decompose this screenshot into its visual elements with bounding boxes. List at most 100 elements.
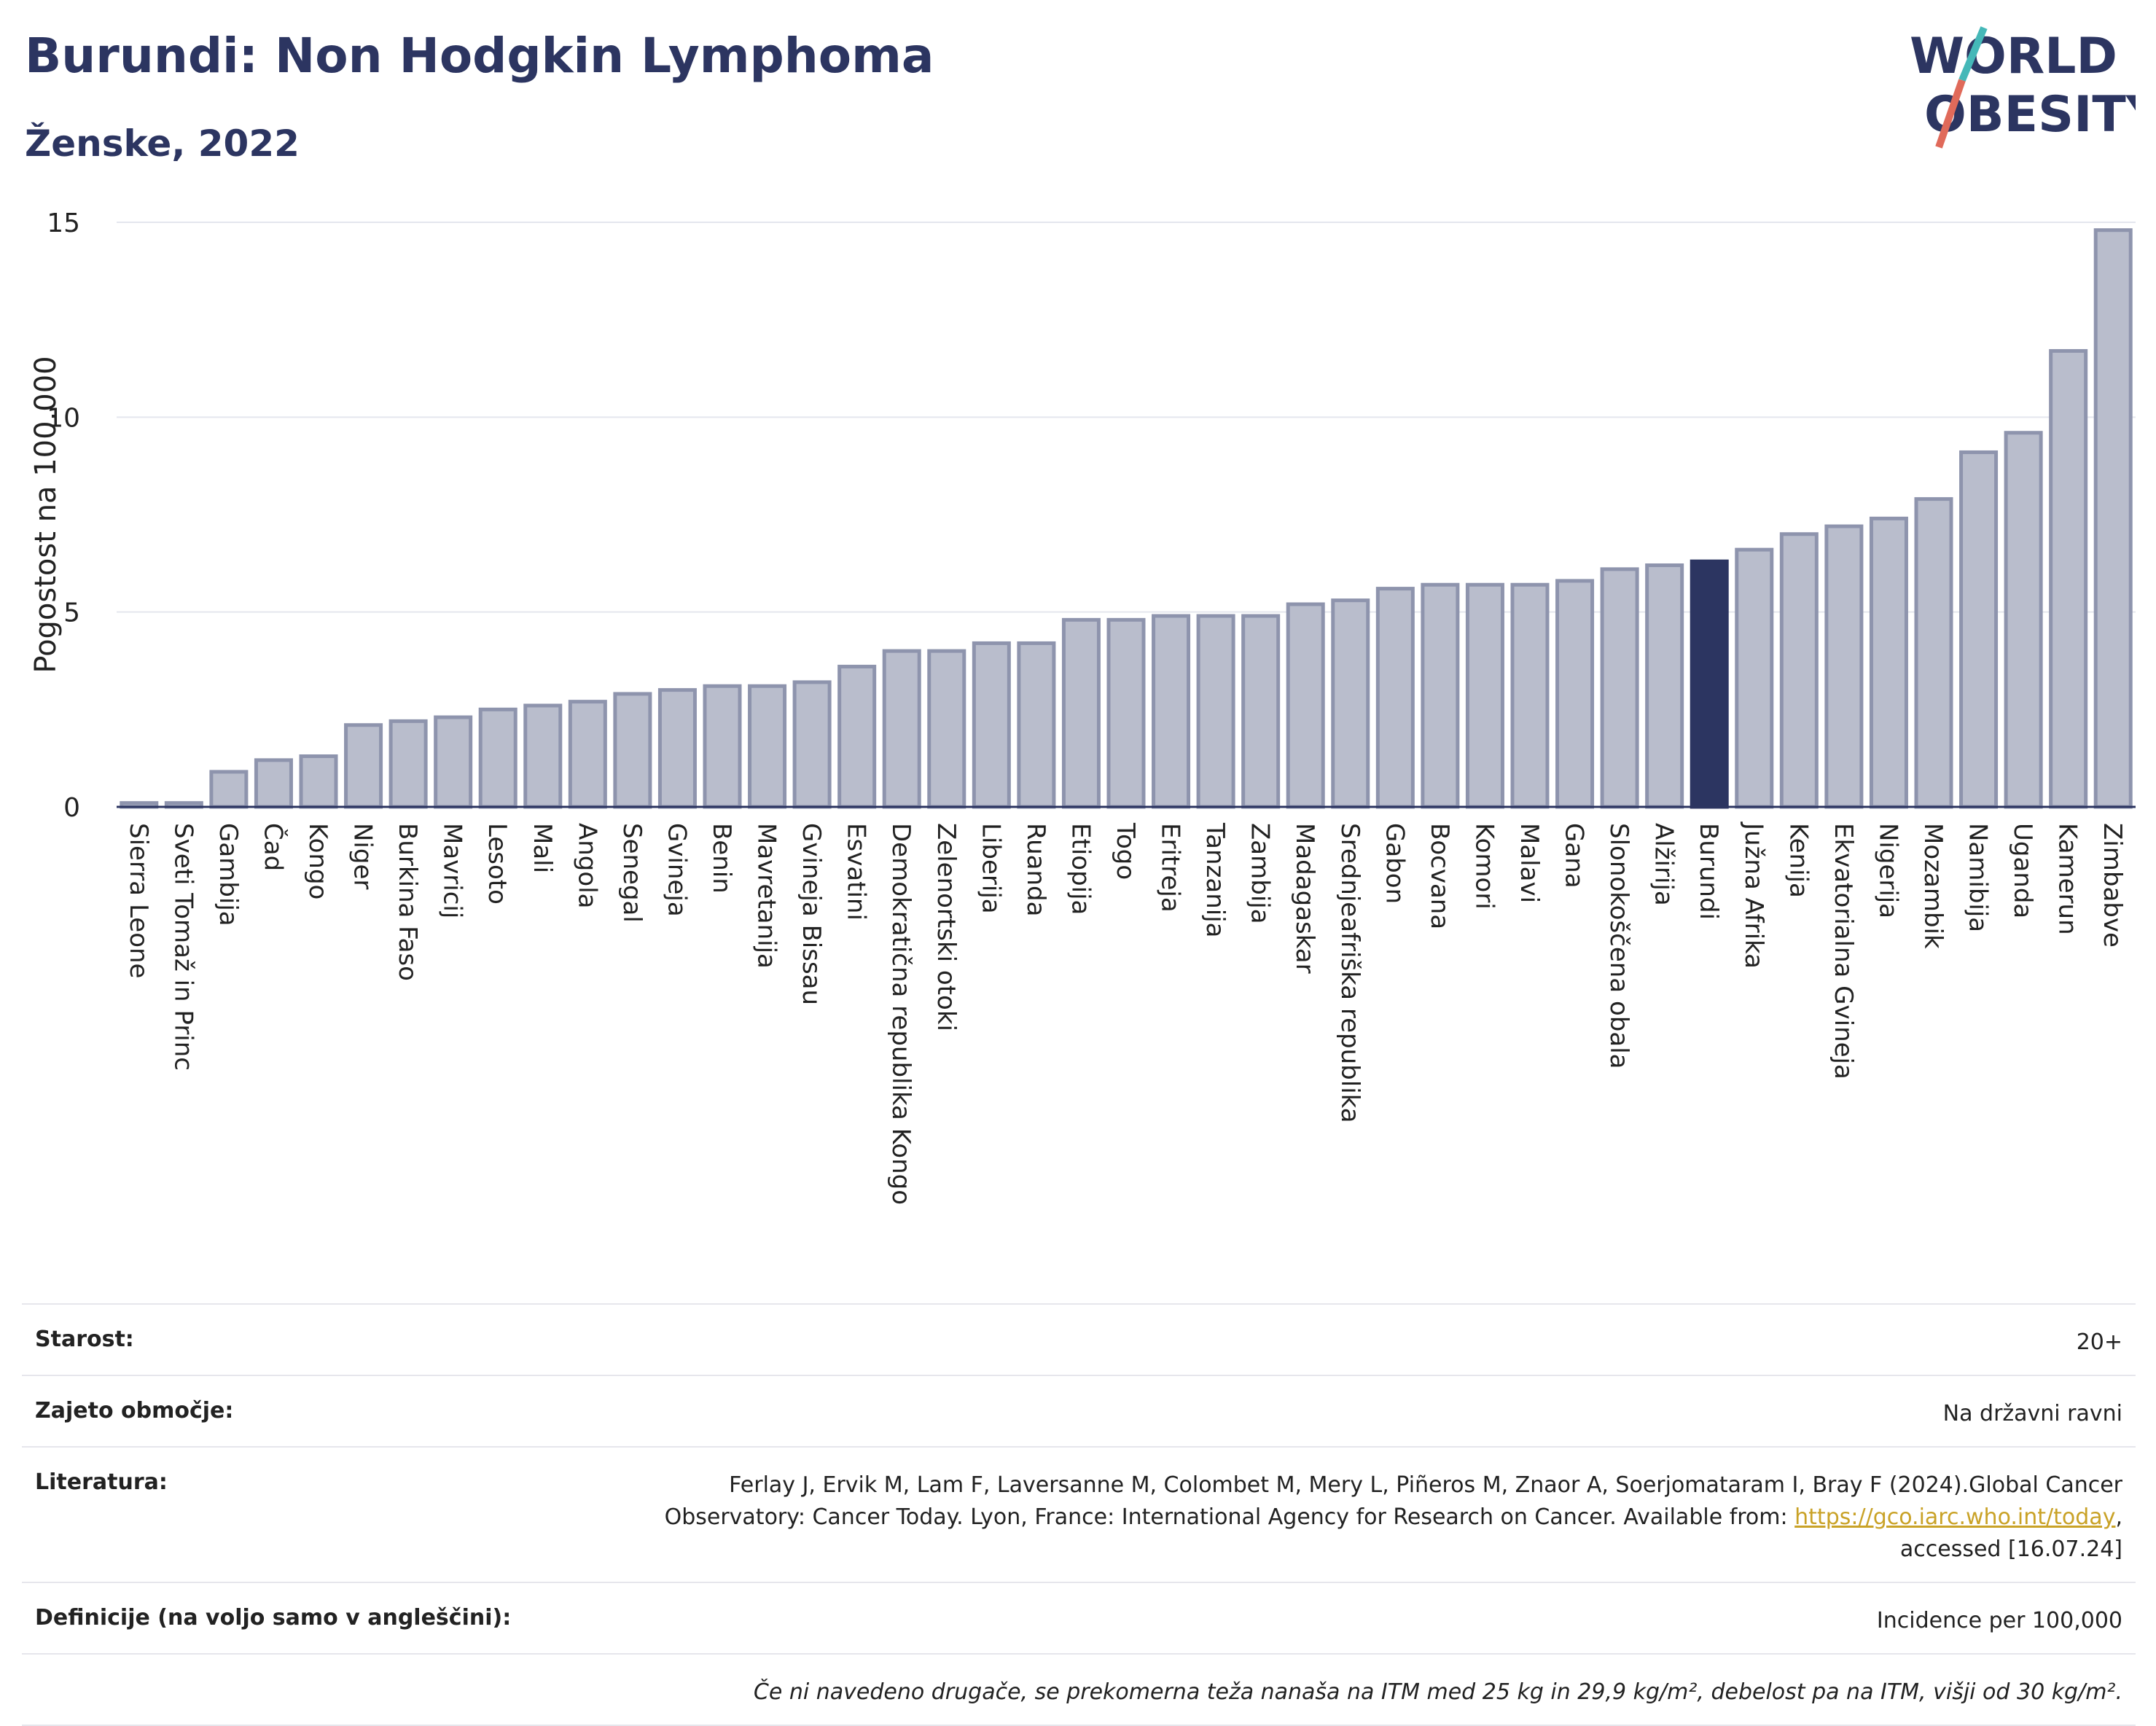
info-table: Starost: 20+ Zajeto območje: Na državni … <box>22 1303 2136 1726</box>
y-axis-label: Pogostost na 100.000 <box>29 356 63 673</box>
bar <box>1869 516 1908 809</box>
literature-link[interactable]: https://gco.iarc.who.int/today <box>1794 1504 2116 1530</box>
definitions-label: Definicije (na voljo samo v angleščini): <box>35 1605 512 1631</box>
bar <box>1600 567 1639 809</box>
x-tick-label: Senegal <box>617 823 647 923</box>
x-tick-label: Togo <box>1111 822 1140 880</box>
bar <box>2093 228 2133 809</box>
x-tick-label: Sierra Leone <box>124 823 153 978</box>
bar <box>1421 582 1460 809</box>
literature-text: Ferlay J, Ervik M, Lam F, Laversanne M, … <box>664 1472 2122 1530</box>
x-tick-label: Esvatini <box>842 823 871 921</box>
bar <box>613 692 652 809</box>
bar <box>2004 431 2043 809</box>
x-tick-label: Eritreja <box>1156 823 1185 913</box>
x-tick-label: Komori <box>1469 823 1499 910</box>
x-tick-label: Gvineja <box>662 823 691 917</box>
x-tick-label: Zambija <box>1246 823 1275 924</box>
logo-slash-teal <box>1958 26 1988 82</box>
bar <box>1779 532 1819 809</box>
x-tick-label: Uganda <box>2008 823 2037 918</box>
bar <box>1465 582 1504 809</box>
page-subtitle: Ženske, 2022 <box>25 122 300 165</box>
x-tick-label: Kenija <box>1784 823 1813 898</box>
bar <box>1824 524 1864 809</box>
x-tick-label: Sveti Tomaž in Princ <box>168 823 198 1071</box>
bar <box>703 684 742 809</box>
x-tick-label: Mozambik <box>1918 823 1948 949</box>
bar <box>927 649 966 809</box>
info-row-literature: Literatura: Ferlay J, Ervik M, Lam F, La… <box>22 1446 2136 1582</box>
logo-slash-coral <box>1935 79 1966 149</box>
x-tick-label: Burundi <box>1694 823 1723 920</box>
x-tick-label: Gvineja Bissau <box>797 823 826 1005</box>
bar <box>837 665 877 809</box>
bar <box>792 680 832 809</box>
x-tick-label: Alžirija <box>1649 823 1679 906</box>
age-value: 20+ <box>2076 1329 2122 1355</box>
age-label: Starost: <box>35 1327 134 1352</box>
x-tick-label: Bocvana <box>1425 823 1454 929</box>
x-tick-label: Angola <box>572 823 601 908</box>
x-tick-label: Mavricij <box>438 823 467 918</box>
x-tick-label: Mavretanija <box>752 823 781 969</box>
x-tick-label: Nigerija <box>1873 823 1902 918</box>
bar <box>1555 579 1595 809</box>
world-obesity-logo: WORLD OBESITY <box>1910 26 2136 149</box>
bar <box>523 703 563 809</box>
bar <box>1286 602 1325 809</box>
bar <box>1645 563 1684 809</box>
x-tick-label: Gambija <box>214 823 243 926</box>
bar <box>1375 587 1415 809</box>
x-tick-label: Niger <box>348 823 378 889</box>
bar <box>1241 614 1281 809</box>
x-tick-label: Južna Afrika <box>1739 821 1768 969</box>
logo-line1: WORLD <box>1910 28 2117 85</box>
x-tick-label: Mali <box>528 823 557 873</box>
y-tick-label: 0 <box>63 793 80 823</box>
literature-value: Ferlay J, Ervik M, Lam F, Laversanne M, … <box>592 1469 2122 1566</box>
bar <box>1061 617 1101 809</box>
bar <box>1959 450 1999 809</box>
bar <box>1196 614 1235 809</box>
bar <box>1106 617 1146 809</box>
x-tick-label: Madagaskar <box>1290 823 1319 974</box>
x-tick-label: Benin <box>707 823 736 894</box>
x-tick-label: Burkina Faso <box>393 823 422 981</box>
x-tick-label: Namibija <box>1964 823 1993 932</box>
note-text: Če ni navedeno drugače, se prekomerna te… <box>753 1679 2122 1705</box>
x-tick-label: Etiopija <box>1066 823 1095 915</box>
x-tick-label: Gabon <box>1380 823 1409 904</box>
bar-chart: 0 5 10 15 Pogostost na 100.000 Sierra Leone Sv… <box>29 208 2136 1205</box>
x-tick-label: Kongo <box>303 823 332 899</box>
x-tick-label: Tanzanija <box>1200 822 1230 937</box>
bar <box>1331 598 1370 809</box>
bar <box>254 758 293 809</box>
bar <box>1017 641 1056 809</box>
definitions-value: Incidence per 100,000 <box>1876 1608 2122 1633</box>
bar <box>2049 348 2088 809</box>
info-row-note: Če ni navedeno drugače, se prekomerna te… <box>22 1653 2136 1726</box>
bar <box>972 641 1011 809</box>
bar <box>1735 547 1774 809</box>
x-tick-label: Slonokoščena obala <box>1604 823 1633 1069</box>
x-tick-label: Kamerun <box>2053 823 2082 935</box>
bar <box>209 770 249 809</box>
x-tick-label: Zimbabve <box>2098 823 2127 948</box>
y-tick-label: 5 <box>63 598 80 628</box>
literature-accessed: , accessed [16.07.24] <box>1899 1504 2122 1562</box>
x-tick-label: Ekvatorialna Gvineja <box>1829 823 1858 1079</box>
bar <box>344 723 383 809</box>
x-tick-label: Demokratična republika Kongo <box>886 823 915 1205</box>
page-title: Burundi: Non Hodgkin Lymphoma <box>25 28 934 84</box>
bar <box>568 700 607 809</box>
x-tick-label: Malavi <box>1515 823 1544 903</box>
literature-label: Literatura: <box>35 1469 168 1495</box>
x-tick-label: Ruanda <box>1021 823 1050 916</box>
y-tick-label: 15 <box>47 208 80 238</box>
x-tick-label: Srednjeafriška republika <box>1335 823 1364 1123</box>
bar <box>1914 497 1953 809</box>
bar <box>1152 614 1191 809</box>
bar <box>1510 582 1550 809</box>
y-tick-label: 10 <box>47 403 80 433</box>
